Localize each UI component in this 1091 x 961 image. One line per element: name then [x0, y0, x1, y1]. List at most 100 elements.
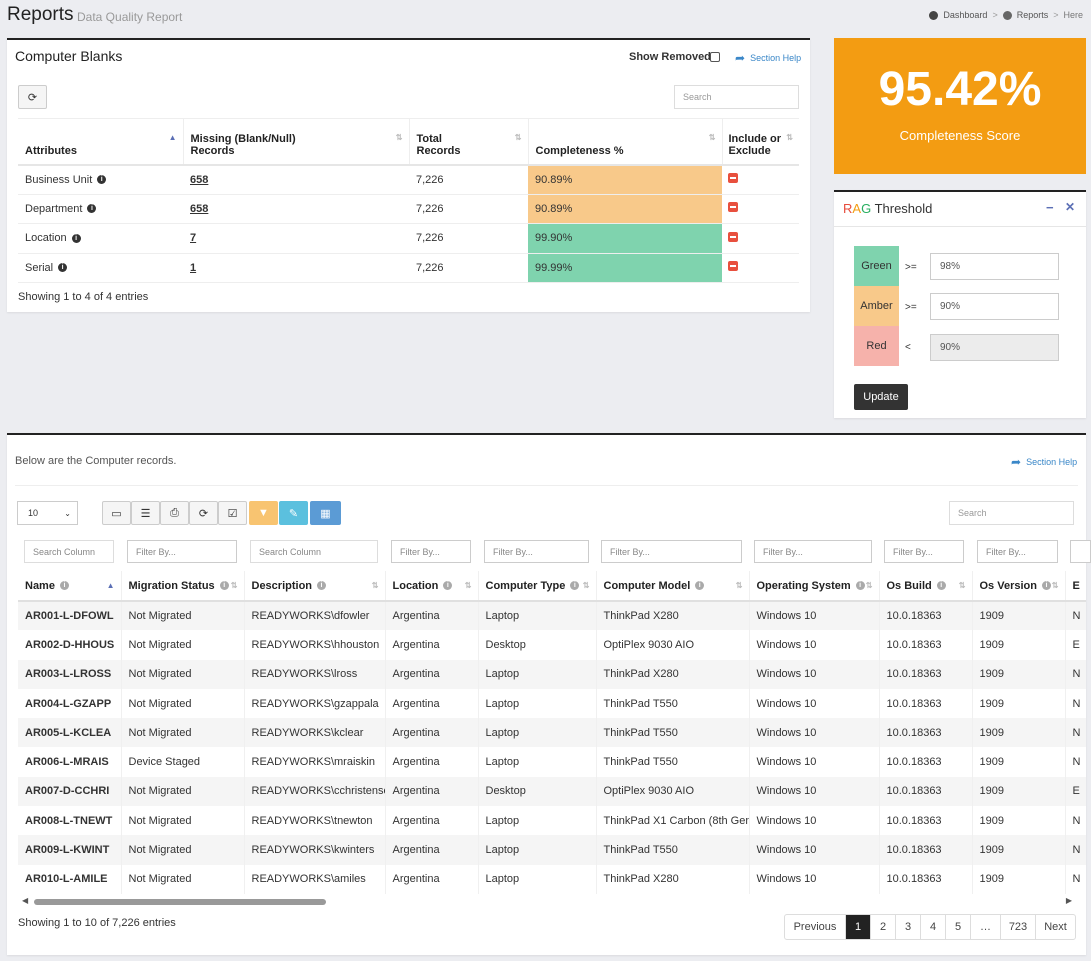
- migration-status-cell: Not Migrated: [120, 864, 244, 894]
- table-row[interactable]: AR005-L-KCLEA Not Migrated READYWORKS\kcle…: [18, 718, 1086, 748]
- table-row[interactable]: AR009-L-KWINT Not Migrated READYWORKS\kwin…: [18, 835, 1086, 865]
- edit-button[interactable]: ✎: [279, 501, 308, 525]
- horizontal-scrollbar[interactable]: ◀ ▶: [18, 896, 1074, 908]
- missing-records-link[interactable]: 658: [190, 173, 209, 186]
- scrollbar-thumb[interactable]: [34, 899, 326, 905]
- col-total[interactable]: Total Records ⇅: [408, 118, 528, 165]
- close-icon[interactable]: ✕: [1065, 200, 1076, 214]
- extra-cell: N: [1064, 835, 1086, 865]
- table-row[interactable]: AR004-L-GZAPP Not Migrated READYWORKS\gzap…: [18, 688, 1086, 719]
- col-description[interactable]: Description i ⇅: [243, 571, 385, 601]
- update-button[interactable]: Update: [854, 384, 908, 410]
- table-row[interactable]: AR007-D-CCHRI Not Migrated READYWORKS\cchr…: [18, 776, 1086, 807]
- col-computer-model[interactable]: Computer Model i ⇅: [595, 571, 749, 601]
- extra-cell: E: [1064, 776, 1086, 807]
- col-include[interactable]: Include or Exclude ⇅: [721, 118, 799, 165]
- col-completeness[interactable]: Completeness % ⇅: [527, 118, 722, 165]
- table-row[interactable]: AR008-L-TNEWT Not Migrated READYWORKS\tnew…: [18, 806, 1086, 836]
- col-missing[interactable]: Missing (Blank/Null) Records ⇅: [182, 118, 409, 165]
- pagination-page[interactable]: 2: [870, 915, 895, 939]
- table-row[interactable]: AR003-L-LROSS Not Migrated READYWORKS\lros…: [18, 659, 1086, 689]
- computer-model-cell: ThinkPad X280: [595, 659, 749, 689]
- table-row[interactable]: AR001-L-DFOWL Not Migrated READYWORKS\dfow…: [18, 601, 1086, 631]
- info-icon[interactable]: i: [1041, 581, 1051, 591]
- info-icon[interactable]: i: [570, 581, 580, 591]
- search-column-input[interactable]: Search Column: [24, 540, 114, 563]
- scroll-right-icon[interactable]: ▶: [1065, 896, 1072, 905]
- refresh-button[interactable]: ⟳: [189, 501, 218, 525]
- breadcrumb-reports[interactable]: Reports: [1016, 10, 1049, 20]
- pagination-page[interactable]: 1: [845, 915, 870, 939]
- filter-os-version[interactable]: Filter By...: [977, 540, 1058, 563]
- missing-records-link[interactable]: 1: [190, 261, 197, 274]
- col-os-version[interactable]: Os Version i ⇅: [971, 571, 1065, 601]
- list-button[interactable]: ☰: [131, 501, 160, 525]
- info-icon[interactable]: i: [59, 581, 69, 591]
- exclude-icon[interactable]: [728, 202, 738, 213]
- pagination-page[interactable]: 4: [920, 915, 945, 939]
- col-attributes[interactable]: Attributes ▲: [18, 119, 183, 165]
- location-cell: Argentina: [384, 776, 478, 807]
- info-icon[interactable]: i: [443, 581, 453, 591]
- filter-next[interactable]: [1070, 540, 1091, 563]
- search-column-input[interactable]: Search Column: [250, 540, 378, 563]
- search-input[interactable]: Search: [674, 85, 799, 109]
- filter-button[interactable]: ▼: [249, 501, 278, 525]
- col-location[interactable]: Location i ⇅: [384, 571, 478, 601]
- breadcrumb-dashboard[interactable]: Dashboard: [943, 10, 988, 20]
- operating-system-cell: Windows 10: [748, 688, 879, 719]
- exclude-icon[interactable]: [728, 261, 738, 272]
- info-icon[interactable]: i: [855, 581, 865, 591]
- missing-records-link[interactable]: 658: [190, 202, 209, 215]
- col-extra[interactable]: E: [1064, 571, 1086, 601]
- table-row[interactable]: AR002-D-HHOUS Not Migrated READYWORKS\hhou…: [18, 630, 1086, 660]
- col-migration-status[interactable]: Migration Status i ⇅: [120, 571, 244, 601]
- col-operating-system[interactable]: Operating System i ⇅: [748, 571, 879, 601]
- computer-model-cell: ThinkPad T550: [595, 718, 749, 748]
- pagination-page[interactable]: 5: [945, 915, 970, 939]
- info-icon[interactable]: i: [87, 204, 97, 214]
- col-computer-type[interactable]: Computer Type i ⇅: [477, 571, 596, 601]
- filter-computer-model[interactable]: Filter By...: [601, 540, 742, 563]
- info-icon[interactable]: i: [317, 581, 327, 591]
- section-help-link[interactable]: ➦ Section Help: [735, 51, 801, 65]
- missing-records-link[interactable]: 7: [190, 232, 197, 245]
- table-row[interactable]: AR010-L-AMILE Not Migrated READYWORKS\amil…: [18, 864, 1086, 894]
- exclude-icon[interactable]: [728, 231, 738, 242]
- table-row[interactable]: AR006-L-MRAIS Device Staged READYWORKS\mra…: [18, 747, 1086, 777]
- filter-operating-system[interactable]: Filter By...: [754, 540, 872, 563]
- col-os-build[interactable]: Os Build i ⇅: [878, 571, 972, 601]
- rag-green-op: >=: [905, 262, 917, 273]
- info-icon[interactable]: i: [936, 581, 946, 591]
- show-removed-checkbox[interactable]: [710, 52, 720, 62]
- monitor-button[interactable]: ▭: [102, 501, 131, 525]
- filter-location[interactable]: Filter By...: [391, 540, 471, 563]
- records-search-input[interactable]: Search: [949, 501, 1074, 525]
- amber-threshold-input[interactable]: 90%: [930, 293, 1059, 320]
- scroll-left-icon[interactable]: ◀: [22, 896, 29, 905]
- refresh-button[interactable]: ⟳: [18, 85, 47, 109]
- page-size-select[interactable]: 10 ⌄: [17, 501, 78, 525]
- info-icon[interactable]: i: [219, 581, 229, 591]
- pagination-page[interactable]: 3: [895, 915, 920, 939]
- col-name[interactable]: Name i ▲: [18, 571, 121, 601]
- calendar-button[interactable]: ▦: [310, 501, 341, 525]
- filter-os-build[interactable]: Filter By...: [884, 540, 964, 563]
- info-icon[interactable]: i: [71, 233, 81, 243]
- pagination-page[interactable]: 723: [1000, 915, 1035, 939]
- filter-migration-status[interactable]: Filter By...: [127, 540, 237, 563]
- operating-system-cell: Windows 10: [748, 630, 879, 660]
- select-all-button[interactable]: ☑: [218, 501, 247, 525]
- info-icon[interactable]: i: [695, 581, 705, 591]
- monitor-icon: ▭: [111, 507, 122, 520]
- pagination-previous[interactable]: Previous: [793, 921, 837, 933]
- green-threshold-input[interactable]: 98%: [930, 253, 1059, 280]
- filter-computer-type[interactable]: Filter By...: [484, 540, 589, 563]
- minimize-icon[interactable]: −: [1046, 200, 1054, 215]
- pagination-next[interactable]: Next: [1035, 915, 1075, 939]
- info-icon[interactable]: i: [58, 263, 68, 273]
- info-icon[interactable]: i: [97, 175, 107, 185]
- section-help-link[interactable]: ➦ Section Help: [1011, 455, 1077, 469]
- export-button[interactable]: ⎙: [160, 501, 189, 525]
- exclude-icon[interactable]: [728, 173, 738, 183]
